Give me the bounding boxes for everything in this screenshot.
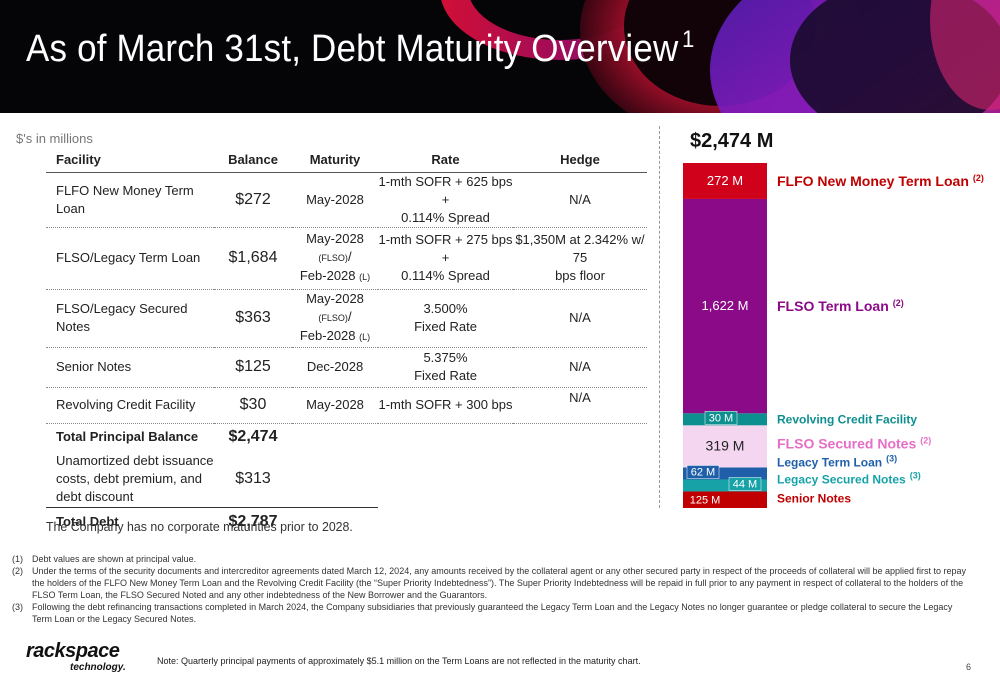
maturity-cell: Dec-2028: [292, 347, 378, 388]
balance-cell: $125: [214, 347, 292, 388]
balance-cell: $363: [214, 289, 292, 348]
footnotes: (1) Debt values are shown at principal va…: [12, 553, 972, 625]
header-facility: Facility: [46, 148, 214, 173]
table-header-row: Facility Balance Maturity Rate Hedge: [46, 148, 647, 173]
value-label: 1,622 M: [702, 298, 749, 313]
header-decoration: [441, 0, 1000, 113]
facility-cell: Revolving Credit Facility: [46, 387, 214, 424]
facility-cell: FLSO/Legacy Secured Notes: [46, 289, 214, 348]
hedge-cell: N/A: [513, 347, 647, 388]
page-title: As of March 31st, Debt Maturity Overview…: [26, 26, 695, 70]
section-divider: [659, 126, 660, 508]
bar-segment: [683, 491, 767, 508]
footnote: (1) Debt values are shown at principal va…: [12, 554, 197, 564]
debt-table: Facility Balance Maturity Rate Hedge FLF…: [46, 148, 647, 537]
facility-cell: FLSO/Legacy Term Loan: [46, 227, 214, 290]
bar-segment: [683, 425, 767, 468]
debt-stack-chart: 125 M 44 M 62 M 319 M 30 M 1,622 M 272 M Senior…: [683, 163, 984, 508]
unamortized-value: $313: [214, 451, 292, 508]
unamortized-row: Unamortized debt issuance costs, debt pre…: [46, 451, 647, 508]
value-label: 30 M: [709, 412, 733, 424]
table-row: FLSO/Legacy Term Loan $1,684 May-2028 (FL…: [46, 227, 647, 290]
series-label: Revolving Credit Facility: [777, 412, 917, 426]
bar-segment: [683, 163, 767, 199]
maturity-cell: May-2028 (FLSO)/Feb-2028 (L): [292, 227, 378, 290]
total-debt-row: Total Debt $2,787: [46, 507, 647, 537]
series-label: Legacy Secured Notes (3): [777, 470, 921, 486]
series-label: Senior Notes: [777, 491, 851, 505]
unamortized-label: Unamortized debt issuance costs, debt pre…: [46, 451, 214, 508]
rate-cell: 5.375% Fixed Rate: [378, 347, 513, 388]
table-row: FLSO/Legacy Secured Notes $363 May-2028(…: [46, 289, 647, 348]
value-label: 62 M: [691, 466, 715, 478]
logo-subtitle: technology.: [70, 662, 126, 673]
bar-segment: [683, 198, 767, 414]
footnote: (3) Following the debt refinancing transa…: [12, 602, 953, 624]
header-balance: Balance: [214, 148, 292, 173]
series-label: FLSO Secured Notes (2): [777, 435, 931, 451]
logo-wordmark: rackspace: [26, 640, 120, 662]
header-hedge: Hedge: [513, 148, 647, 173]
value-label: 44 M: [733, 478, 757, 490]
series-label: FLSO Term Loan (2): [777, 298, 904, 314]
header-rate: Rate: [378, 148, 513, 173]
rate-cell: 1-mth SOFR + 625 bps +0.114% Spread: [378, 172, 513, 228]
units-note: $'s in millions: [16, 131, 93, 146]
hedge-cell: N/A: [513, 172, 647, 228]
total-principal-label: Total Principal Balance: [56, 429, 199, 445]
hedge-cell: N/A: [513, 387, 647, 424]
rate-cell: 1-mth SOFR + 300 bps: [378, 387, 513, 424]
balance-cell: $1,684: [214, 227, 292, 290]
value-label-box: [704, 411, 738, 425]
no-maturities-note: The Company has no corporate maturities …: [46, 519, 353, 534]
hedge-cell: $1,350M at 2.342% w/ 75 bps floor: [513, 227, 647, 290]
chart-title: $2,474 M: [690, 130, 774, 152]
value-label: 125 M: [690, 495, 721, 507]
maturity-cell: May-2028: [292, 387, 378, 424]
series-label: Legacy Term Loan (3): [777, 453, 897, 469]
rate-cell: 3.500% Fixed Rate: [378, 289, 513, 348]
value-label-box: [686, 465, 720, 479]
page-number: 6: [966, 662, 972, 672]
balance-cell: $30: [214, 387, 292, 424]
header-maturity: Maturity: [292, 148, 378, 173]
rate-cell: 1-mth SOFR + 275 bps +0.114% Spread: [378, 227, 513, 290]
total-debt-value: $2,787: [228, 513, 278, 531]
bottom-note: Note: Quarterly principal payments of ap…: [157, 656, 641, 666]
total-debt-label: Total Debt: [56, 514, 119, 530]
value-label: 272 M: [707, 173, 743, 188]
facility-cell: FLFO New Money Term Loan: [46, 172, 214, 228]
value-label: 319 M: [706, 437, 745, 453]
table-row: Revolving Credit Facility $30 May-2028 1…: [46, 387, 647, 424]
company-logo: rackspace technology.: [26, 641, 126, 677]
facility-cell: Senior Notes: [46, 347, 214, 388]
balance-cell: $272: [214, 172, 292, 228]
hedge-cell: N/A: [513, 289, 647, 348]
total-principal-value: $2,474: [228, 428, 278, 446]
header-band: As of March 31st, Debt Maturity Overview…: [0, 0, 1000, 113]
maturity-cell: May-2028 (FLSO)/Feb-2028 (L): [292, 289, 378, 348]
title-footnote-ref: 1: [682, 26, 695, 53]
table-row: Senior Notes $125 Dec-2028 5.375% Fixed R…: [46, 347, 647, 388]
table-row: FLFO New Money Term Loan $272 May-2028 1…: [46, 172, 647, 228]
footnote: (2) Under the terms of the security docum…: [12, 566, 967, 600]
maturity-cell: May-2028: [292, 172, 378, 228]
total-principal-row: Total Principal Balance $2,474: [46, 423, 647, 451]
series-label: FLFO New Money Term Loan (2): [777, 173, 984, 189]
value-label-box: [728, 477, 762, 491]
